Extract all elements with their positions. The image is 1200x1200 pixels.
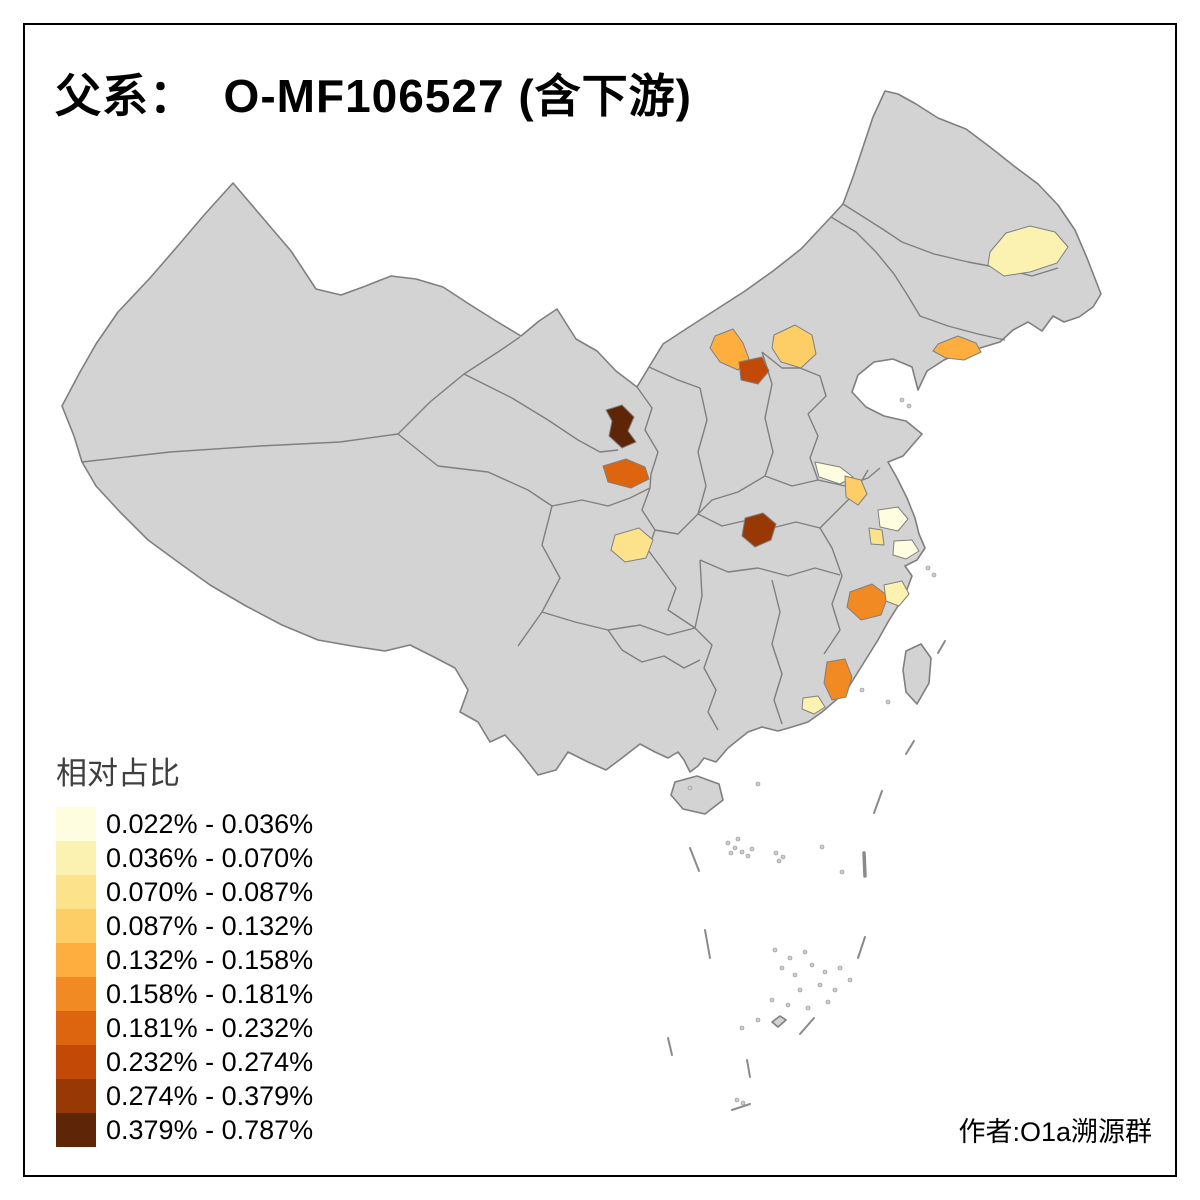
highlighted-region bbox=[892, 539, 920, 560]
highlighted-region bbox=[844, 475, 868, 506]
highlighted-region bbox=[741, 512, 777, 548]
small-island bbox=[771, 1015, 787, 1028]
island-dots bbox=[687, 397, 937, 1106]
china-mainland bbox=[61, 90, 1102, 776]
legend-row: 0.036% - 0.070% bbox=[56, 841, 313, 875]
author-credit: 作者:O1a溯源群 bbox=[958, 1117, 1152, 1147]
legend-rows: 0.022% - 0.036% 0.036% - 0.070% 0.070% - 0… bbox=[56, 807, 313, 1147]
legend-label: 0.158% - 0.181% bbox=[106, 978, 314, 1009]
legend-title: 相对占比 bbox=[56, 756, 180, 791]
highlighted-region bbox=[801, 695, 826, 715]
legend-row: 0.022% - 0.036% bbox=[56, 807, 313, 841]
highlighted-region bbox=[846, 583, 889, 621]
legend-row: 0.087% - 0.132% bbox=[56, 909, 313, 943]
highlighted-region bbox=[868, 527, 885, 546]
province-borders bbox=[81, 203, 1059, 731]
legend-label: 0.070% - 0.087% bbox=[106, 876, 314, 907]
legend-swatch bbox=[56, 1113, 96, 1147]
legend-row: 0.181% - 0.232% bbox=[56, 1011, 313, 1045]
legend-label: 0.379% - 0.787% bbox=[106, 1114, 314, 1145]
highlighted-region bbox=[605, 404, 637, 449]
highlighted-region bbox=[877, 506, 909, 532]
highlighted-region bbox=[932, 335, 982, 361]
highlighted-region bbox=[602, 458, 650, 489]
legend-swatch bbox=[56, 1045, 96, 1079]
highlighted-region bbox=[883, 580, 910, 607]
legend-row: 0.132% - 0.158% bbox=[56, 943, 313, 977]
legend-label: 0.274% - 0.379% bbox=[106, 1080, 314, 1111]
legend-label: 0.232% - 0.274% bbox=[106, 1046, 314, 1077]
dash-line-segments bbox=[667, 640, 946, 1111]
legend-swatch bbox=[56, 1079, 96, 1113]
highlighted-region bbox=[610, 527, 654, 563]
legend-swatch bbox=[56, 807, 96, 841]
legend-row: 0.232% - 0.274% bbox=[56, 1045, 313, 1079]
legend-row: 0.379% - 0.787% bbox=[56, 1113, 313, 1147]
highlighted-regions bbox=[602, 225, 1069, 715]
legend-row: 0.070% - 0.087% bbox=[56, 875, 313, 909]
legend-swatch bbox=[56, 875, 96, 909]
legend-row: 0.274% - 0.379% bbox=[56, 1079, 313, 1113]
legend-swatch bbox=[56, 943, 96, 977]
legend-label: 0.036% - 0.070% bbox=[106, 842, 314, 873]
legend-label: 0.087% - 0.132% bbox=[106, 910, 314, 941]
highlighted-region bbox=[987, 225, 1069, 277]
legend-label: 0.022% - 0.036% bbox=[106, 808, 314, 839]
legend: 相对占比 0.022% - 0.036% 0.036% - 0.070% 0.070… bbox=[56, 748, 313, 1147]
legend-swatch bbox=[56, 841, 96, 875]
legend-label: 0.132% - 0.158% bbox=[106, 944, 314, 975]
taiwan-island bbox=[902, 643, 932, 705]
legend-swatch bbox=[56, 977, 96, 1011]
highlighted-region bbox=[738, 356, 770, 385]
legend-swatch bbox=[56, 1011, 96, 1045]
figure-frame bbox=[23, 23, 1177, 1177]
highlighted-region bbox=[771, 324, 817, 369]
hainan-island bbox=[670, 775, 724, 815]
figure-title: 父系： O-MF106527 (含下游) bbox=[55, 70, 692, 122]
legend-label: 0.181% - 0.232% bbox=[106, 1012, 314, 1043]
highlighted-region bbox=[823, 658, 853, 701]
legend-swatch bbox=[56, 909, 96, 943]
legend-row: 0.158% - 0.181% bbox=[56, 977, 313, 1011]
